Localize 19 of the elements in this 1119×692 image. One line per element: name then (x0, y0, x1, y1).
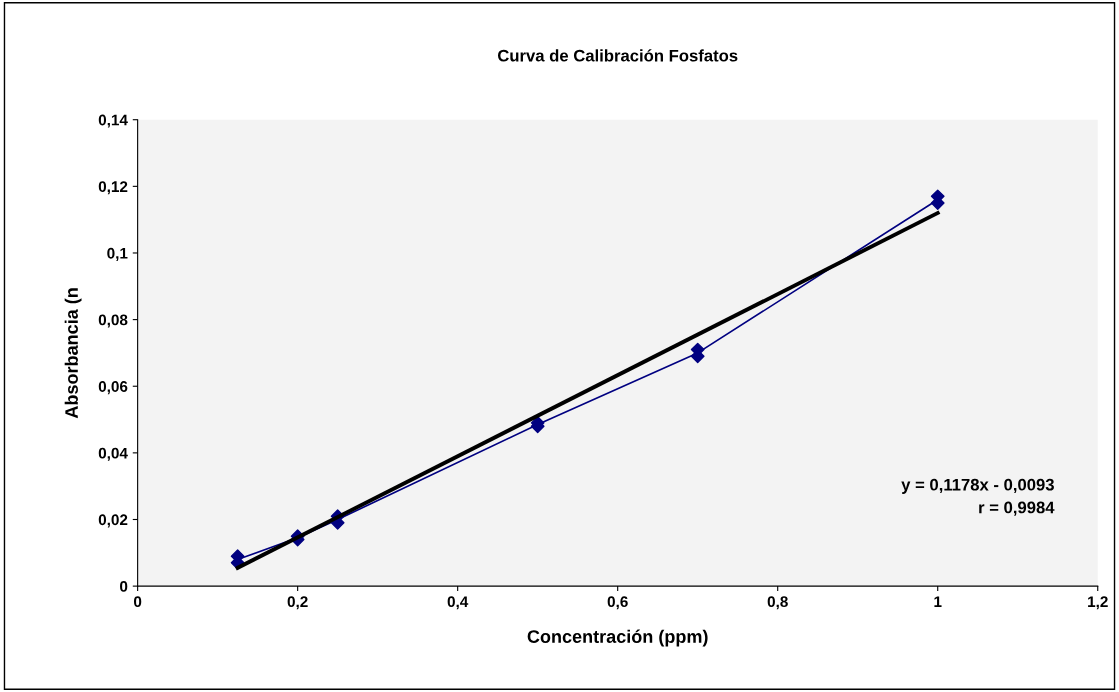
annotation: y = 0,1178x - 0,0093 r = 0,9984 (901, 478, 1055, 516)
x-tick-label: 0,2 (287, 596, 308, 610)
x-axis-title: Concentración (ppm) (527, 629, 708, 647)
y-tick-label: 0,12 (98, 181, 128, 195)
y-tick-label: 0 (120, 580, 128, 592)
x-tick-label: 0,6 (607, 596, 628, 610)
y-tick-label: 0,04 (98, 447, 128, 461)
x-tick-label: 0 (133, 596, 142, 608)
x-tick-label: 1 (934, 596, 942, 607)
x-tick-label: 0,4 (447, 596, 469, 610)
chart-title: Curva de Calibración Fosfatos (497, 49, 738, 62)
y-tick-label: 0,02 (98, 514, 128, 528)
y-tick-label: 0,14 (98, 114, 128, 128)
x-tick-label: 1,2 (1088, 596, 1108, 610)
x-tick-label: 0,8 (767, 596, 788, 610)
y-axis-title: Absorbancia (n (64, 288, 82, 419)
y-tick-label: 0,08 (98, 314, 128, 328)
y-tick-label: 0,06 (98, 381, 128, 395)
y-tick-label: 0,1 (107, 247, 128, 261)
